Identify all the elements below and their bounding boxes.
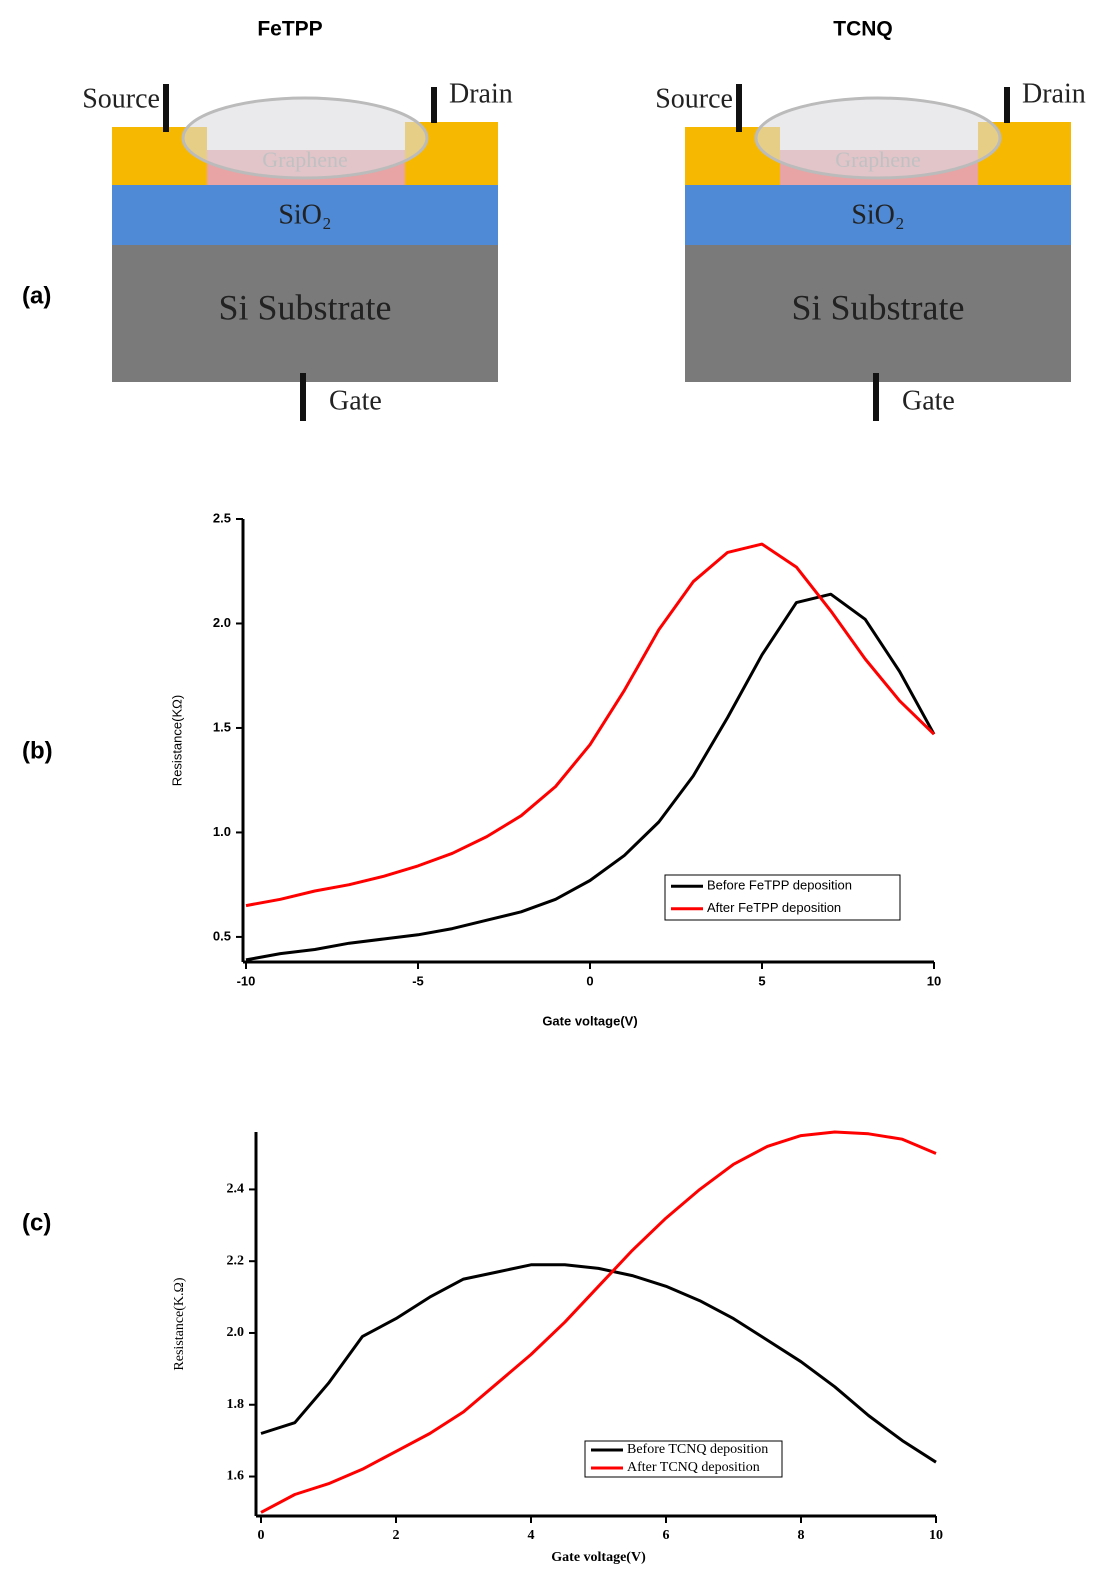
panel-label: (b): [22, 737, 53, 764]
chart: 0.5 1.0 1.5 2.0 2.5 -10 -5 0 5 10 Gate voltage(V) R…: [169, 510, 941, 1028]
x-tick-label: 10: [927, 973, 941, 988]
oxide-label: SiO₂: [851, 199, 904, 230]
y-tick-label: 1.5: [213, 719, 231, 734]
data-line: [260, 1263, 937, 1464]
panel-label: (a): [22, 282, 51, 309]
x-tick-label: 4: [528, 1528, 535, 1543]
x-tick-label: 6: [663, 1528, 670, 1543]
drain-probe: [431, 87, 437, 123]
substrate-label: Si Substrate: [791, 287, 964, 327]
source-label: Source: [655, 83, 733, 114]
y-tick-label: 1.8: [227, 1397, 245, 1412]
source-probe: [736, 84, 742, 132]
y-tick-label: 2.0: [213, 615, 231, 630]
y-tick-label: 0.5: [213, 928, 231, 943]
source-label: Source: [82, 83, 160, 114]
y-tick-label: 2.0: [227, 1325, 245, 1340]
drain-probe: [1004, 87, 1010, 123]
x-tick-label: 8: [798, 1528, 805, 1543]
x-tick-label: 0: [586, 973, 593, 988]
y-tick-label: 1.6: [227, 1469, 245, 1484]
legend-label: After TCNQ deposition: [627, 1460, 760, 1475]
oxide-label: SiO₂: [278, 199, 331, 230]
gate-probe: [873, 373, 879, 421]
drain-label: Drain: [1022, 78, 1086, 109]
substrate-label: Si Substrate: [218, 287, 391, 327]
x-axis-title: Gate voltage(V): [551, 1550, 646, 1565]
legend-box: [584, 1440, 783, 1478]
x-tick-label: -5: [412, 973, 424, 988]
drain-label: Drain: [449, 78, 513, 109]
x-tick-label: 0: [258, 1528, 265, 1543]
x-tick-label: 10: [929, 1528, 943, 1543]
diagram-title: FeTPP: [257, 18, 322, 41]
legend-label: Before FeTPP deposition: [707, 878, 852, 893]
x-tick-label: 5: [758, 973, 765, 988]
legend-label: After FeTPP deposition: [707, 900, 841, 915]
substrate: [112, 245, 498, 382]
y-tick-label: 2.2: [227, 1253, 245, 1268]
gate-label: Gate: [329, 385, 382, 416]
data-line: [260, 1130, 937, 1514]
data-line: [245, 542, 936, 908]
gate-probe: [300, 373, 306, 421]
substrate: [685, 245, 1071, 382]
y-tick-label: 2.5: [213, 510, 231, 525]
x-tick-label: -10: [237, 973, 256, 988]
droplet: [181, 96, 429, 180]
y-axis-title: Resistance(K.Ω): [172, 1277, 187, 1371]
y-tick-label: 2.4: [227, 1182, 245, 1197]
y-axis-title: Resistance(KΩ): [169, 695, 184, 786]
droplet: [754, 96, 1002, 180]
legend-label: Before TCNQ deposition: [627, 1442, 768, 1457]
diagram-title: TCNQ: [833, 18, 893, 41]
gate-label: Gate: [902, 385, 955, 416]
legend-box: [664, 874, 901, 921]
panel-label: (c): [22, 1209, 51, 1236]
y-tick-label: 1.0: [213, 824, 231, 839]
oxide: [685, 185, 1071, 245]
source-probe: [163, 84, 169, 132]
x-tick-label: 2: [393, 1528, 400, 1543]
oxide: [112, 185, 498, 245]
x-axis-title: Gate voltage(V): [542, 1013, 637, 1028]
chart: 1.6 1.8 2.0 2.2 2.4 0 2 4 6 8 10 Gate voltage(V) Res…: [172, 1130, 943, 1565]
